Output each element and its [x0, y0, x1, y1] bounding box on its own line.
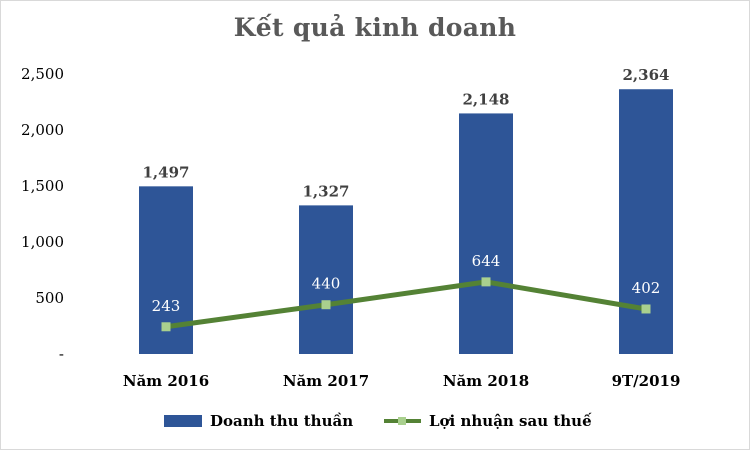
- bar: [459, 113, 513, 354]
- bar-data-label: 2,148: [463, 90, 510, 108]
- y-tick-label: 2,000: [21, 121, 64, 139]
- line-point: [641, 304, 651, 314]
- series-line: [165, 279, 647, 330]
- line-point: [161, 322, 171, 332]
- line-point: [321, 300, 331, 310]
- x-tick-label: 9T/2019: [612, 372, 681, 390]
- line-data-label: 440: [312, 275, 341, 293]
- y-tick-label: 1,500: [21, 177, 64, 195]
- bar-data-label: 2,364: [623, 66, 670, 84]
- y-tick-label: 2,500: [21, 65, 64, 83]
- y-tick-label: -: [59, 345, 64, 363]
- y-tick-label: 1,000: [21, 233, 64, 251]
- x-tick-label: Năm 2018: [443, 372, 529, 390]
- legend-label-bar: Doanh thu thuần: [210, 412, 353, 430]
- legend-swatch-bar: [164, 415, 202, 427]
- y-tick-label: 500: [35, 289, 64, 307]
- x-tick-label: Năm 2017: [283, 372, 369, 390]
- bar: [299, 205, 353, 354]
- bar-data-label: 1,327: [303, 182, 350, 200]
- line-point: [481, 277, 491, 287]
- bar-data-label: 1,497: [143, 163, 190, 181]
- legend-label-line: Lợi nhuận sau thuế: [429, 412, 592, 430]
- legend-swatch-marker: [398, 417, 406, 425]
- line-data-label: 243: [152, 297, 181, 315]
- chart-title: Kết quả kinh doanh: [233, 13, 517, 42]
- bar: [619, 89, 673, 355]
- x-tick-label: Năm 2016: [123, 372, 209, 390]
- line-data-label: 644: [472, 252, 501, 270]
- line-data-label: 402: [632, 279, 661, 297]
